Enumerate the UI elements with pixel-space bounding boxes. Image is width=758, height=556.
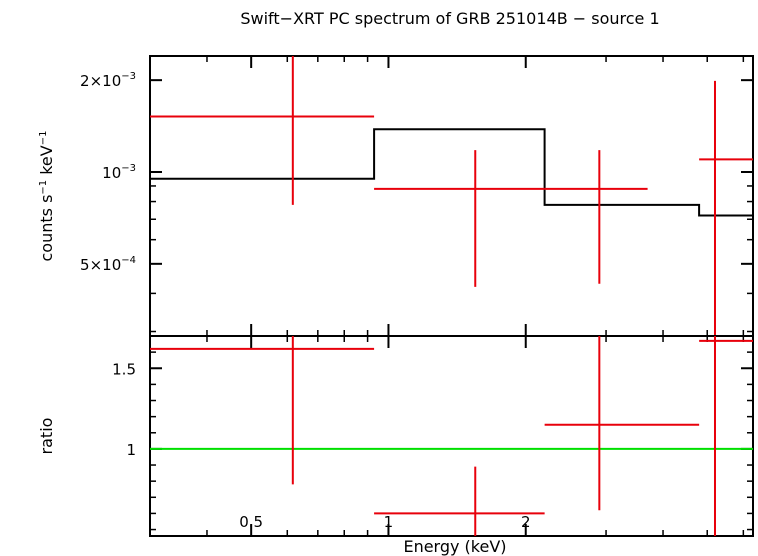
y-tick-exponent: −3 bbox=[121, 71, 136, 82]
y-tick-label: 1 bbox=[126, 441, 136, 459]
y-label-part: counts s bbox=[37, 195, 56, 262]
spectrum-frame bbox=[149, 55, 754, 337]
y-tick-exponent: −4 bbox=[121, 255, 136, 266]
ratio-frame bbox=[149, 335, 754, 537]
spectrum-y-axis-label: counts s−1 keV−1 bbox=[37, 131, 56, 262]
data-point bbox=[150, 336, 375, 485]
data-point bbox=[544, 150, 648, 284]
chart-title: Swift−XRT PC spectrum of GRB 251014B − s… bbox=[240, 9, 659, 28]
y-tick-mantissa: 5×10 bbox=[80, 256, 121, 274]
y-label-part: keV bbox=[37, 145, 56, 180]
x-tick-label: 2 bbox=[521, 513, 531, 531]
y-tick-mantissa: 10 bbox=[102, 164, 121, 182]
y-tick-label: 2×10−3 bbox=[80, 71, 136, 90]
data-point bbox=[699, 80, 753, 336]
data-point bbox=[699, 336, 753, 536]
y-tick-label: 1.5 bbox=[112, 360, 136, 378]
ratio-y-axis-label: ratio bbox=[37, 418, 56, 455]
x-axis-label: Energy (keV) bbox=[403, 537, 506, 556]
data-point bbox=[544, 336, 700, 511]
data-point bbox=[150, 56, 375, 205]
x-tick-label: 0.5 bbox=[239, 513, 263, 531]
panel-ratio: 1 1.5 ratio bbox=[37, 335, 754, 537]
y-label-part: −1 bbox=[38, 180, 49, 195]
y-tick-label: 10−3 bbox=[102, 163, 136, 182]
model-step-line bbox=[150, 128, 753, 217]
data-point bbox=[374, 466, 545, 536]
x-tick-label: 1 bbox=[384, 513, 394, 531]
y-label-part: −1 bbox=[38, 131, 49, 146]
y-tick-mantissa: 2×10 bbox=[80, 72, 121, 90]
y-tick-label: 5×10−4 bbox=[80, 255, 136, 274]
y-tick-exponent: −3 bbox=[121, 163, 136, 174]
data-point bbox=[374, 150, 545, 287]
